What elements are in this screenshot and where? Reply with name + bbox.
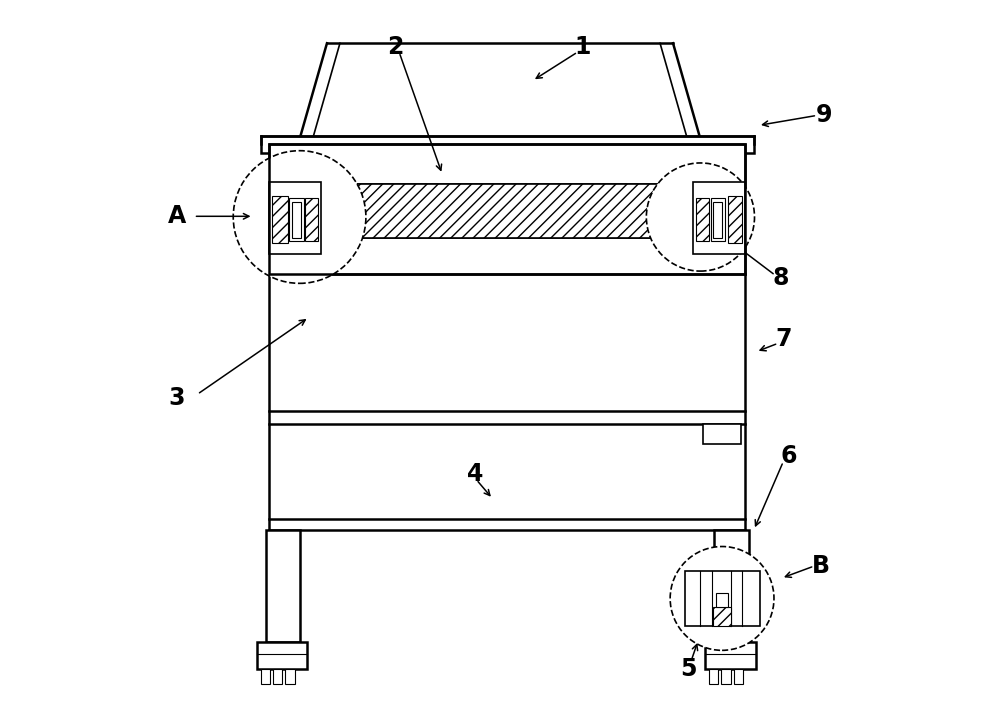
- Bar: [721, 669, 731, 684]
- Bar: [266, 530, 300, 642]
- Text: B: B: [812, 554, 830, 578]
- Bar: [292, 202, 301, 238]
- Text: 6: 6: [780, 443, 797, 468]
- Text: 4: 4: [467, 462, 483, 487]
- Text: 1: 1: [575, 35, 591, 59]
- Bar: [728, 196, 742, 243]
- Text: 2: 2: [387, 35, 404, 59]
- Bar: [711, 198, 725, 241]
- Circle shape: [670, 547, 774, 650]
- Bar: [305, 198, 318, 241]
- Bar: [261, 669, 270, 684]
- Text: 8: 8: [773, 265, 789, 290]
- Bar: [734, 669, 743, 684]
- Bar: [714, 530, 749, 642]
- Bar: [703, 424, 741, 444]
- Bar: [685, 571, 760, 626]
- Circle shape: [233, 151, 366, 283]
- Circle shape: [646, 163, 755, 271]
- Bar: [272, 196, 288, 243]
- Bar: [320, 184, 684, 238]
- Bar: [709, 669, 718, 684]
- Bar: [285, 669, 295, 684]
- Text: A: A: [168, 204, 186, 229]
- Bar: [289, 198, 304, 241]
- Bar: [705, 642, 756, 669]
- Bar: [713, 202, 722, 238]
- Bar: [713, 607, 731, 626]
- Bar: [693, 182, 745, 254]
- Text: 5: 5: [681, 657, 697, 681]
- Bar: [261, 136, 754, 153]
- Bar: [273, 669, 282, 684]
- Bar: [257, 642, 307, 669]
- Text: 7: 7: [775, 327, 792, 351]
- Bar: [269, 182, 321, 254]
- Bar: [269, 144, 745, 274]
- Text: 9: 9: [816, 103, 833, 128]
- Bar: [269, 144, 745, 274]
- Bar: [696, 198, 709, 241]
- Text: 3: 3: [169, 386, 185, 410]
- Bar: [716, 593, 728, 607]
